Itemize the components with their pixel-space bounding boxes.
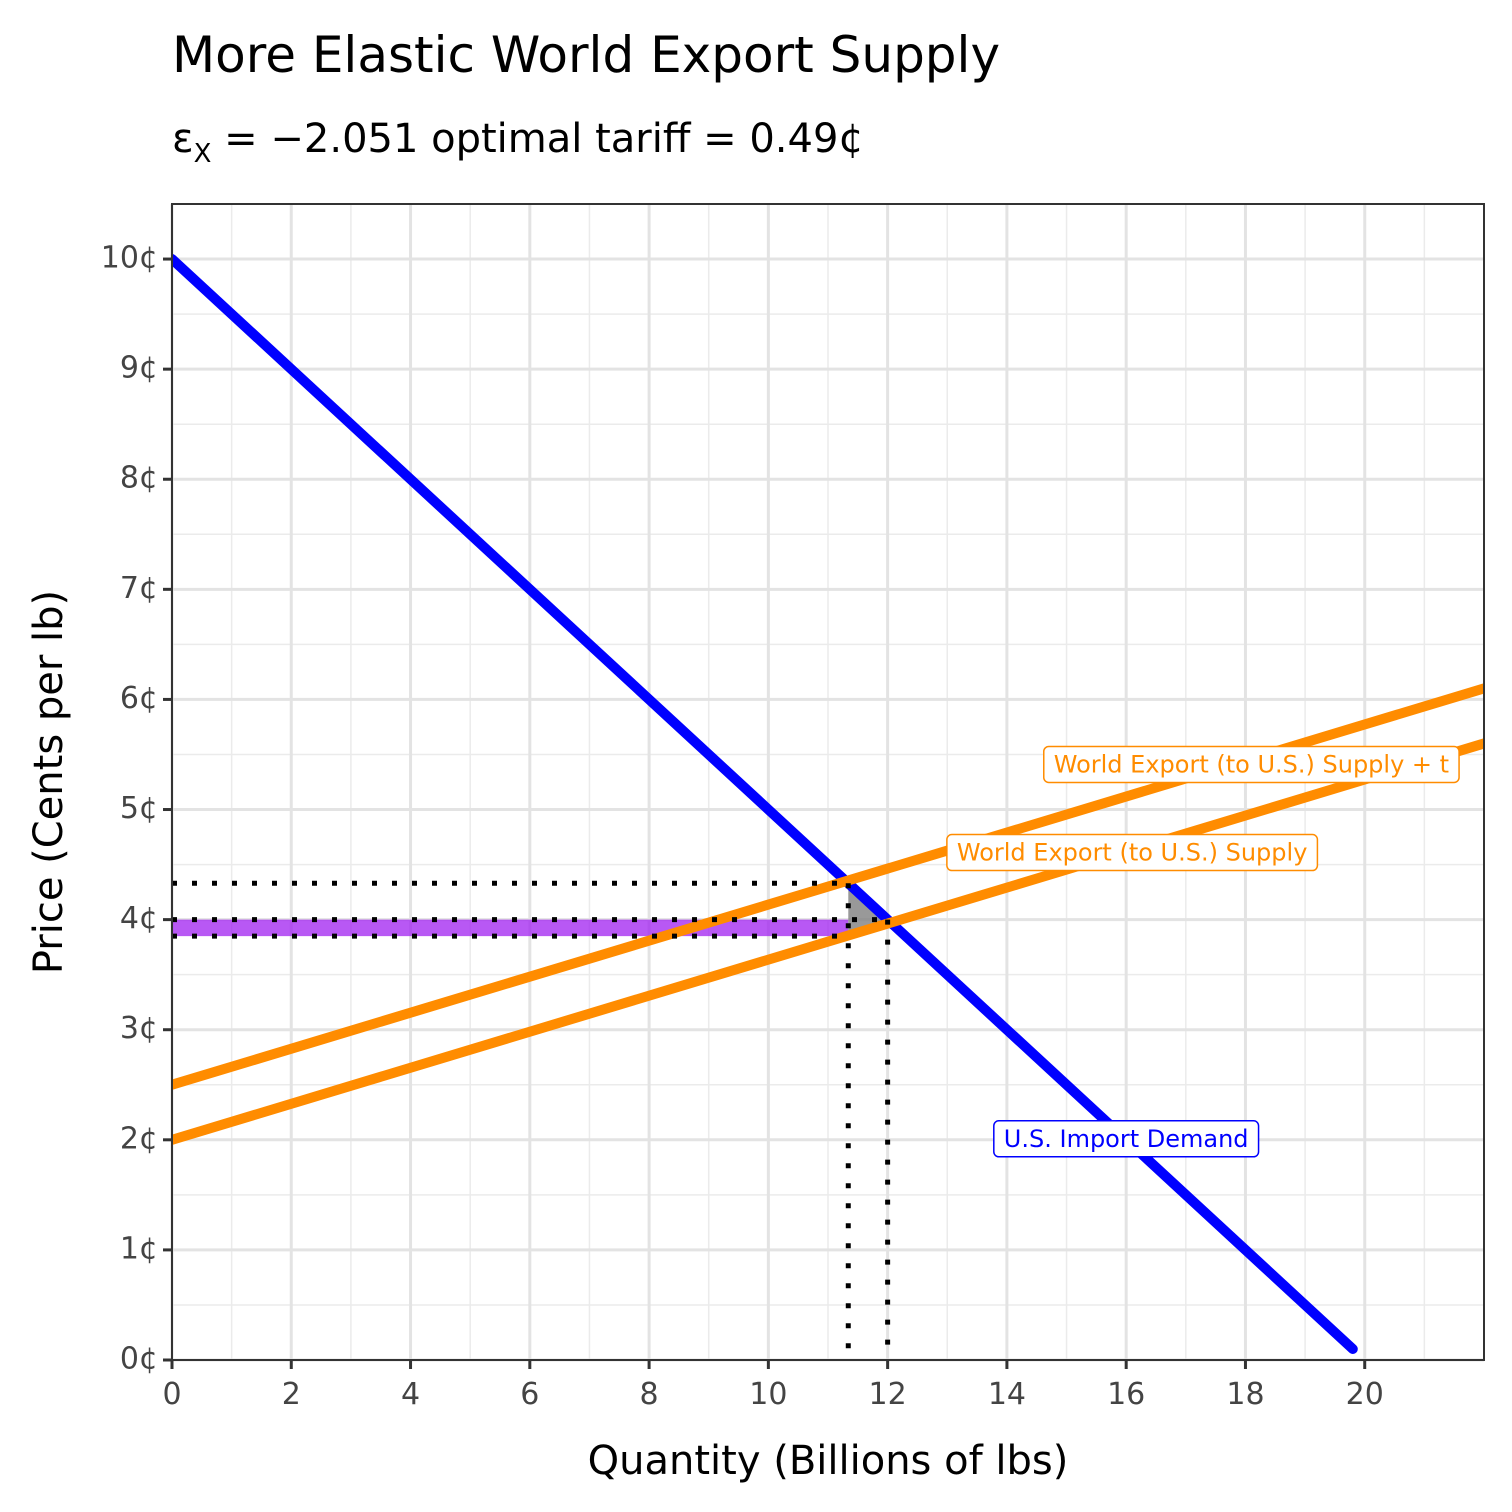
plot-border [171,203,1485,1361]
y-tick-label: 4¢ [120,901,158,936]
import-demand-label: U.S. Import Demand [1004,1125,1249,1153]
x-tick-label: 10 [749,1377,787,1412]
axes: 0 2 4 6 8 10 12 14 16 18 20 0¢ 1¢ 2¢ 3¢ 4¢ 5¢ 6¢ 7¢ 8¢ 9¢ 10¢ [101,241,1384,1412]
export-supply-line [172,738,1484,1145]
chart-title: More Elastic World Export Supply [172,26,1000,84]
y-tick-label: 2¢ [120,1121,158,1156]
export-supply-label-group: World Export (to U.S.) Supply [946,833,1319,872]
x-tick-label: 4 [401,1377,420,1412]
export-supply-label-box [946,833,1319,872]
y-tick-label: 9¢ [120,351,158,386]
subtitle-epsilon: ε [172,116,194,162]
subtitle-epsilon-subscript: X [194,139,212,169]
x-tick-label: 12 [869,1377,907,1412]
y-tick-label: 10¢ [101,241,158,276]
import-demand-label-box [993,1120,1260,1158]
subtitle-text: = −2.051 optimal tariff = 0.49¢ [211,116,863,162]
plot-content: World Export (to U.S.) Supply + t World E… [172,254,1484,1360]
y-tick-label: 3¢ [120,1011,158,1046]
x-tick-label: 20 [1346,1377,1384,1412]
y-tick-label: 6¢ [120,681,158,716]
import-demand-line [172,254,1358,1354]
x-tick-label: 2 [282,1377,301,1412]
x-tick-label: 6 [520,1377,539,1412]
export-supply-label: World Export (to U.S.) Supply [957,839,1308,867]
y-tick-label: 0¢ [120,1342,158,1377]
x-axis-title: Quantity (Billions of lbs) [588,1438,1069,1484]
import-demand-label-group: U.S. Import Demand [993,1120,1260,1158]
x-tick-label: 16 [1107,1377,1145,1412]
x-tick-label: 18 [1226,1377,1264,1412]
y-tick-label: 1¢ [120,1231,158,1266]
plot-area: World Export (to U.S.) Supply + t World E… [101,203,1485,1412]
y-tick-label: 5¢ [120,791,158,826]
x-tick-label: 14 [988,1377,1026,1412]
x-tick-label: 8 [640,1377,659,1412]
y-tick-label: 8¢ [120,461,158,496]
export-supply-tariff-label: World Export (to U.S.) Supply + t [1054,750,1449,778]
chart-subtitle: εX = −2.051 optimal tariff = 0.49¢ [172,116,864,169]
y-tick-label: 7¢ [120,571,158,606]
x-tick-label: 0 [162,1377,181,1412]
y-axis-title: Price (Cents per lb) [26,590,72,974]
export-supply-tariff-label-box [1043,745,1460,784]
export-supply-tariff-label-group: World Export (to U.S.) Supply + t [1043,745,1460,784]
